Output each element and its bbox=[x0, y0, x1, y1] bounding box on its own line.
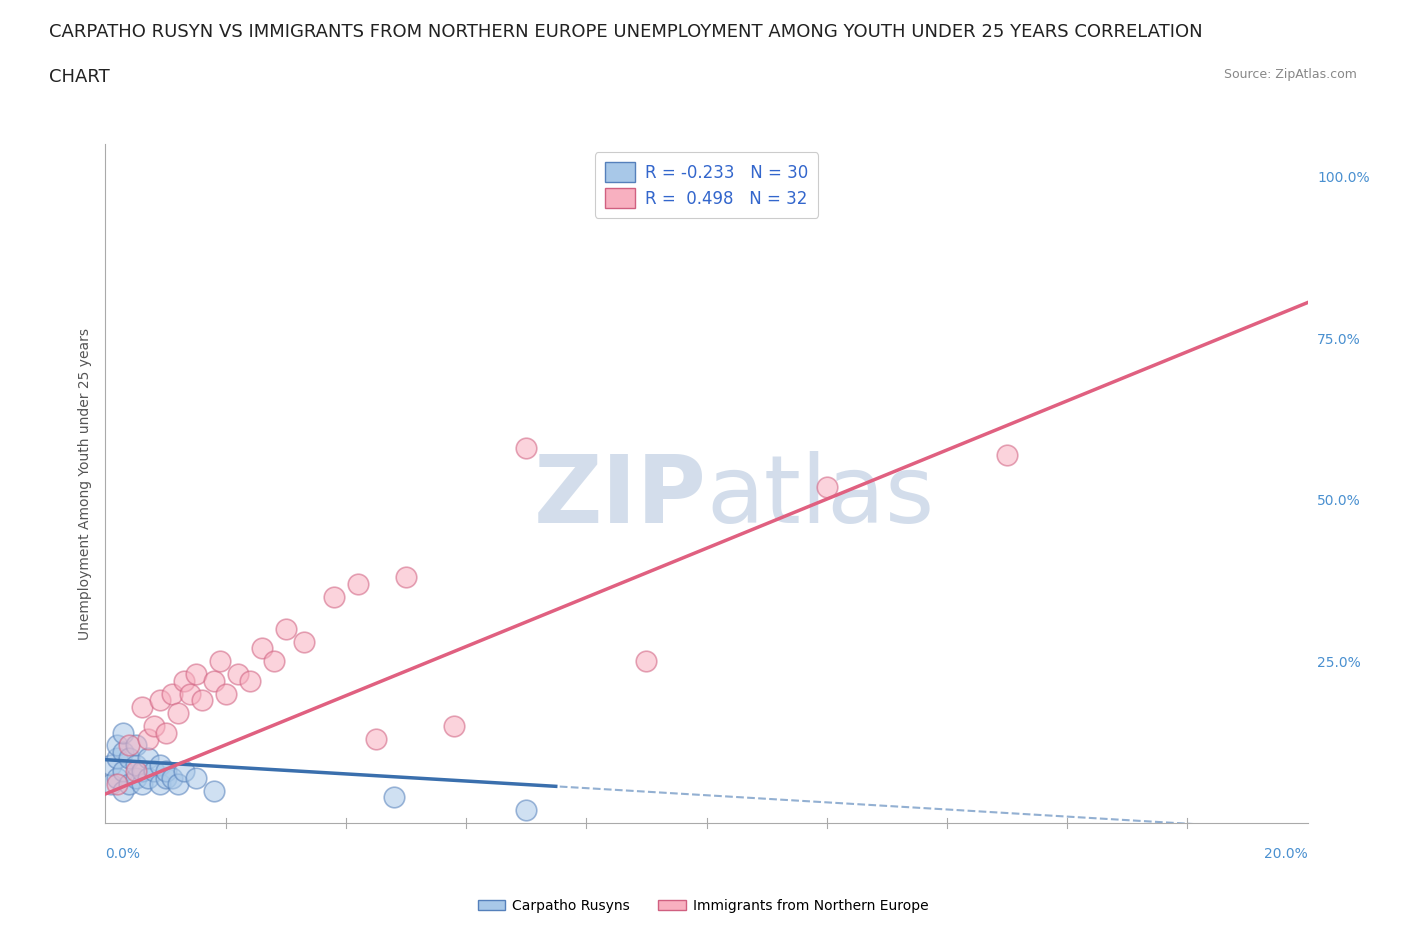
Point bbox=[142, 719, 165, 734]
Point bbox=[202, 783, 225, 798]
Point bbox=[107, 777, 129, 791]
Point bbox=[166, 706, 188, 721]
Point bbox=[173, 764, 195, 778]
Point bbox=[136, 751, 159, 765]
Point bbox=[131, 764, 153, 778]
Legend: Carpatho Rusyns, Immigrants from Northern Europe: Carpatho Rusyns, Immigrants from Norther… bbox=[472, 894, 934, 919]
Text: CARPATHO RUSYN VS IMMIGRANTS FROM NORTHERN EUROPE UNEMPLOYMENT AMONG YOUTH UNDER: CARPATHO RUSYN VS IMMIGRANTS FROM NORTHE… bbox=[49, 23, 1204, 41]
Point bbox=[112, 764, 135, 778]
Point bbox=[148, 757, 170, 772]
Point bbox=[124, 738, 146, 753]
Point bbox=[112, 745, 135, 760]
Point bbox=[184, 770, 207, 785]
Point bbox=[148, 693, 170, 708]
Point bbox=[131, 699, 153, 714]
Point bbox=[107, 738, 129, 753]
Point bbox=[184, 667, 207, 682]
Point bbox=[155, 770, 177, 785]
Point bbox=[155, 764, 177, 778]
Point bbox=[100, 777, 122, 791]
Point bbox=[124, 764, 146, 778]
Point bbox=[226, 667, 249, 682]
Point bbox=[815, 479, 838, 494]
Point bbox=[202, 673, 225, 688]
Point bbox=[118, 738, 141, 753]
Point bbox=[636, 654, 658, 669]
Point bbox=[515, 441, 537, 456]
Point bbox=[160, 686, 183, 701]
Point bbox=[995, 447, 1018, 462]
Point bbox=[124, 770, 146, 785]
Point bbox=[382, 790, 405, 804]
Point bbox=[208, 654, 231, 669]
Point bbox=[274, 621, 297, 636]
Point bbox=[107, 770, 129, 785]
Y-axis label: Unemployment Among Youth under 25 years: Unemployment Among Youth under 25 years bbox=[77, 327, 91, 640]
Point bbox=[160, 770, 183, 785]
Point bbox=[292, 634, 315, 649]
Point bbox=[148, 777, 170, 791]
Text: CHART: CHART bbox=[49, 68, 110, 86]
Point bbox=[136, 732, 159, 747]
Point bbox=[250, 641, 273, 656]
Point bbox=[395, 570, 418, 585]
Text: atlas: atlas bbox=[707, 451, 935, 543]
Point bbox=[155, 725, 177, 740]
Point bbox=[322, 590, 344, 604]
Point bbox=[239, 673, 262, 688]
Point bbox=[112, 725, 135, 740]
Point bbox=[263, 654, 285, 669]
Point bbox=[166, 777, 188, 791]
Point bbox=[100, 757, 122, 772]
Point bbox=[173, 673, 195, 688]
Point bbox=[364, 732, 387, 747]
Point bbox=[118, 777, 141, 791]
Point bbox=[190, 693, 212, 708]
Text: 0.0%: 0.0% bbox=[105, 847, 141, 861]
Point bbox=[214, 686, 236, 701]
Point bbox=[179, 686, 201, 701]
Point bbox=[515, 803, 537, 817]
Point bbox=[112, 783, 135, 798]
Point bbox=[347, 577, 370, 591]
Text: Source: ZipAtlas.com: Source: ZipAtlas.com bbox=[1223, 68, 1357, 81]
Point bbox=[136, 770, 159, 785]
Point bbox=[142, 764, 165, 778]
Text: ZIP: ZIP bbox=[534, 451, 707, 543]
Point bbox=[124, 757, 146, 772]
Legend: R = -0.233   N = 30, R =  0.498   N = 32: R = -0.233 N = 30, R = 0.498 N = 32 bbox=[595, 153, 818, 218]
Text: 20.0%: 20.0% bbox=[1264, 847, 1308, 861]
Point bbox=[107, 751, 129, 765]
Point bbox=[131, 777, 153, 791]
Point bbox=[443, 719, 465, 734]
Point bbox=[118, 751, 141, 765]
